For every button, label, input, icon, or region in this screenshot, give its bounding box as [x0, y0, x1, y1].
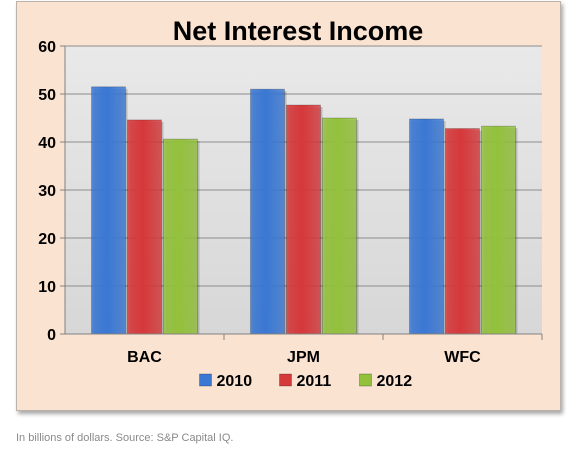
- legend-label: 2010: [217, 373, 253, 390]
- x-tick-label: BAC: [127, 349, 162, 366]
- bar-bac-2011: [127, 119, 162, 335]
- x-tick-label: WFC: [444, 349, 481, 366]
- x-axis-labels: BAC JPM WFC: [127, 334, 543, 366]
- x-tick-label: JPM: [287, 349, 320, 366]
- bar-wfc-2010: [409, 118, 444, 335]
- y-tick-label: 10: [38, 279, 56, 296]
- source-caption: In billions of dollars. Source: S&P Capi…: [16, 432, 234, 444]
- legend-swatch: [359, 373, 372, 387]
- y-tick-label: 40: [38, 135, 56, 152]
- y-tick-label: 0: [47, 327, 56, 344]
- bar-wfc-2011: [445, 128, 480, 335]
- bar-jpm-2011: [286, 104, 321, 335]
- bar-bac-2012: [163, 138, 198, 335]
- y-tick-label: 20: [38, 231, 56, 248]
- bar-bac-2010: [91, 86, 126, 335]
- legend-swatch: [279, 373, 292, 387]
- y-tick-label: 30: [38, 183, 56, 200]
- bar-jpm-2012: [322, 117, 357, 335]
- y-tick-label: 50: [38, 87, 56, 104]
- bar-jpm-2010: [250, 88, 285, 335]
- y-tick-label: 60: [38, 39, 56, 56]
- y-axis-ticks: 0 10 20 30 40 50 60: [38, 39, 65, 344]
- legend-label: 2011: [297, 373, 332, 390]
- legend-swatch: [199, 373, 212, 387]
- legend-label: 2012: [377, 373, 413, 390]
- chart-title: Net Interest Income: [173, 16, 424, 46]
- legend: 2010 2011 2012: [199, 373, 413, 390]
- bar-wfc-2012: [481, 125, 516, 335]
- bars: [91, 86, 518, 335]
